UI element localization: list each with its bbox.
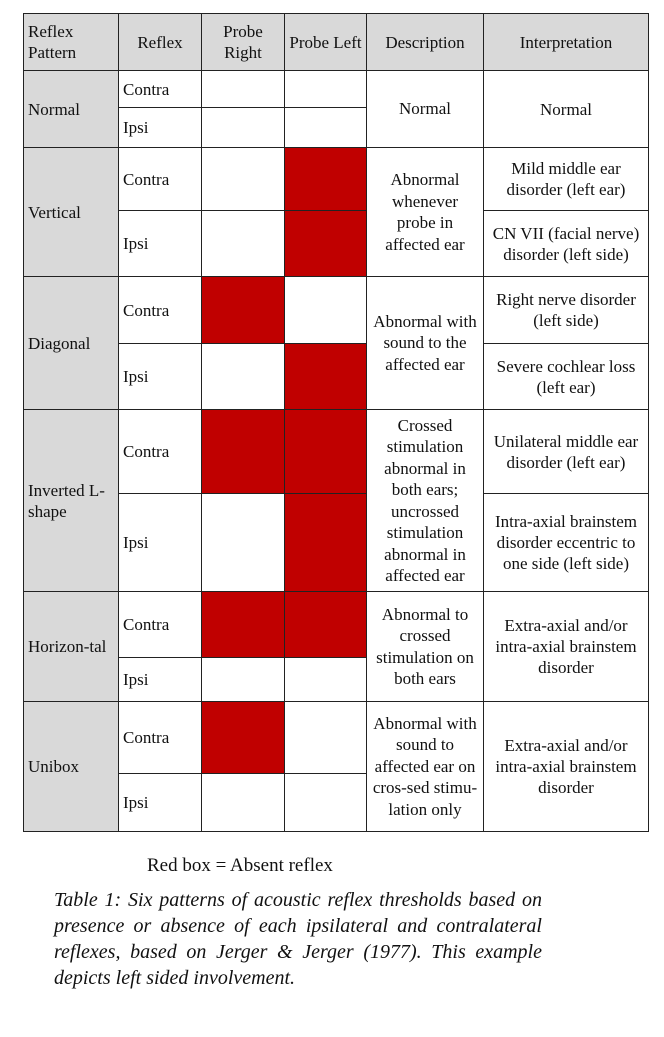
probe-right-cell xyxy=(201,591,285,658)
reflex-type: Ipsi xyxy=(118,343,202,410)
reflex-type: Ipsi xyxy=(118,773,202,832)
probe-right-cell xyxy=(201,409,285,494)
interpretation: Right nerve disorder (left side) xyxy=(483,276,649,344)
reflex-type: Contra xyxy=(118,147,202,211)
interpretation: Severe cochlear loss (left ear) xyxy=(483,343,649,410)
table-row: Inverted L-shape Contra Crossed stimulat… xyxy=(23,409,649,592)
table-row: Horizon-tal Contra Abnormal to crossed s… xyxy=(23,591,649,702)
interpretation: Mild middle ear disorder (left ear) xyxy=(483,147,649,211)
reflex-type: Ipsi xyxy=(118,210,202,277)
probe-right-cell xyxy=(201,147,285,211)
header-probe-left: Probe Left xyxy=(284,13,367,71)
table-row: Ipsi Intra-axial brainstem disorder ecce… xyxy=(24,493,649,592)
table-row: Vertical Contra Abnormal whenever probe … xyxy=(23,147,649,277)
probe-right-cell xyxy=(201,70,285,108)
probe-left-cell xyxy=(284,591,367,658)
interpretation: Intra-axial brainstem disorder eccentric… xyxy=(483,493,649,592)
reflex-type: Ipsi xyxy=(118,493,202,592)
probe-right-cell xyxy=(201,773,285,832)
interpretation: Normal xyxy=(483,70,649,148)
probe-right-cell xyxy=(201,343,285,410)
description: Abnormal with sound to affected ear on c… xyxy=(366,701,484,832)
table-row: Unibox Contra Abnormal with sound to aff… xyxy=(23,701,649,832)
interpretation: Extra-axial and/or intra-axial brainstem… xyxy=(483,701,649,832)
legend-absent-reflex: Red box = Absent reflex xyxy=(147,855,333,876)
header-description: Description xyxy=(366,13,484,71)
reflex-type: Contra xyxy=(118,276,202,344)
header-probe-right: Probe Right xyxy=(201,13,285,71)
description: Crossed stimulation abnormal in both ear… xyxy=(366,409,484,592)
table-row: Normal Contra Normal Normal xyxy=(23,70,649,148)
probe-left-cell xyxy=(284,343,367,410)
interpretation: Extra-axial and/or intra-axial brainstem… xyxy=(483,591,649,702)
probe-left-cell xyxy=(284,701,367,774)
header-interpretation: Interpretation xyxy=(483,13,649,71)
pattern-vertical: Vertical xyxy=(23,147,119,277)
description: Normal xyxy=(366,70,484,148)
table-caption: Table 1: Six patterns of acoustic reflex… xyxy=(54,889,542,989)
probe-right-cell xyxy=(201,107,285,148)
table-row: Ipsi xyxy=(24,773,649,832)
description: Abnormal with sound to the affected ear xyxy=(366,276,484,410)
table-row: Ipsi xyxy=(24,657,649,702)
pattern-inverted-l-shape: Inverted L-shape xyxy=(23,409,119,592)
description: Abnormal whenever probe in affected ear xyxy=(366,147,484,277)
table-row: Ipsi Severe cochlear loss (left ear) xyxy=(24,343,649,410)
probe-left-cell xyxy=(284,210,367,277)
header-reflex-pattern: Reflex Pattern xyxy=(23,13,119,71)
pattern-unibox: Unibox xyxy=(23,701,119,832)
header-row: Reflex Pattern Reflex Probe Right Probe … xyxy=(23,13,649,71)
probe-right-cell xyxy=(201,493,285,592)
probe-right-cell xyxy=(201,657,285,702)
interpretation: Unilateral middle ear disorder (left ear… xyxy=(483,409,649,494)
probe-right-cell xyxy=(201,276,285,344)
probe-left-cell xyxy=(284,276,367,344)
reflex-type: Contra xyxy=(118,701,202,774)
probe-left-cell xyxy=(284,70,367,108)
table-row: Diagonal Contra Abnormal with sound to t… xyxy=(23,276,649,410)
interpretation: CN VII (facial nerve) disorder (left sid… xyxy=(483,210,649,277)
reflex-type: Ipsi xyxy=(118,107,202,148)
table-row: Ipsi CN VII (facial nerve) disorder (lef… xyxy=(24,210,649,277)
probe-left-cell xyxy=(284,409,367,494)
reflex-type: Contra xyxy=(118,70,202,108)
reflex-type: Contra xyxy=(118,591,202,658)
probe-left-cell xyxy=(284,107,367,148)
header-reflex: Reflex xyxy=(118,13,202,71)
probe-right-cell xyxy=(201,701,285,774)
probe-right-cell xyxy=(201,210,285,277)
pattern-diagonal: Diagonal xyxy=(23,276,119,410)
description: Abnormal to crossed stimulation on both … xyxy=(366,591,484,702)
reflex-type: Contra xyxy=(118,409,202,494)
probe-left-cell xyxy=(284,657,367,702)
reflex-pattern-table: Reflex Pattern Reflex Probe Right Probe … xyxy=(23,13,649,832)
probe-left-cell xyxy=(284,773,367,832)
pattern-horizontal: Horizon-tal xyxy=(23,591,119,702)
probe-left-cell xyxy=(284,147,367,211)
probe-left-cell xyxy=(284,493,367,592)
pattern-normal: Normal xyxy=(23,70,119,148)
reflex-type: Ipsi xyxy=(118,657,202,702)
